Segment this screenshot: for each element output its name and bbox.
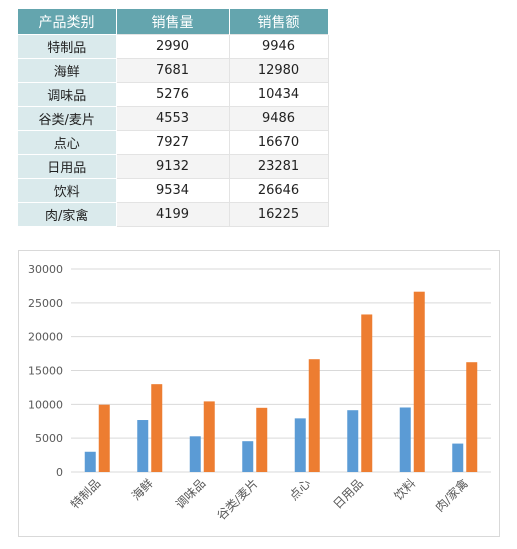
bar-series1-5: [347, 410, 359, 472]
sales-table: 产品类别 销售量 销售额 特制品 2990 9946 海鲜 7681 12980…: [17, 9, 329, 227]
bar-series2-6: [413, 291, 425, 472]
bar-series1-4: [294, 418, 306, 472]
category-cell[interactable]: 肉/家禽: [17, 202, 117, 227]
bar-series2-0: [98, 404, 110, 472]
bar-series2-2: [203, 401, 215, 472]
volume-cell[interactable]: 5276: [115, 82, 230, 107]
amount-cell[interactable]: 16670: [228, 130, 329, 155]
bar-series2-5: [361, 314, 373, 472]
bar-series1-7: [452, 443, 464, 472]
table-row: 调味品 5276 10434: [17, 82, 329, 107]
category-cell[interactable]: 饮料: [17, 178, 117, 203]
volume-cell[interactable]: 7927: [115, 130, 230, 155]
x-tick-label: 谷类/麦片: [214, 476, 261, 523]
x-tick-label: 调味品: [173, 476, 208, 511]
header-category[interactable]: 产品类别: [17, 9, 117, 35]
x-tick-label: 点心: [286, 476, 313, 503]
volume-cell[interactable]: 2990: [115, 34, 230, 59]
x-tick-label: 肉/家禽: [432, 476, 471, 515]
amount-cell[interactable]: 12980: [228, 58, 329, 83]
volume-cell[interactable]: 7681: [115, 58, 230, 83]
y-tick-label: 10000: [28, 398, 63, 411]
table-row: 点心 7927 16670: [17, 130, 329, 155]
header-volume[interactable]: 销售量: [116, 9, 230, 35]
y-tick-label: 25000: [28, 297, 63, 310]
bar-series1-0: [84, 451, 96, 472]
volume-cell[interactable]: 9534: [115, 178, 230, 203]
category-cell[interactable]: 谷类/麦片: [17, 106, 117, 131]
bar-series2-4: [308, 359, 320, 472]
volume-cell[interactable]: 4553: [115, 106, 230, 131]
table-row: 日用品 9132 23281: [17, 154, 329, 179]
amount-cell[interactable]: 26646: [228, 178, 329, 203]
table-header-row: 产品类别 销售量 销售额: [17, 9, 329, 35]
amount-cell[interactable]: 10434: [228, 82, 329, 107]
bar-series1-3: [242, 441, 254, 472]
amount-cell[interactable]: 9946: [228, 34, 329, 59]
x-tick-label: 日用品: [331, 476, 366, 511]
bar-chart: 0 5000 10000 15000 20000 25000 30000 特制品 海鲜 调味品 谷类…: [28, 263, 491, 523]
volume-cell[interactable]: 9132: [115, 154, 230, 179]
y-tick-label: 0: [56, 466, 63, 479]
table-row: 海鲜 7681 12980: [17, 58, 329, 83]
y-tick-label: 5000: [35, 432, 63, 445]
bar-series1-2: [189, 436, 201, 472]
bar-series2-3: [256, 407, 268, 472]
table-row: 谷类/麦片 4553 9486: [17, 106, 329, 131]
category-cell[interactable]: 调味品: [17, 82, 117, 107]
bar-series1-1: [137, 420, 149, 472]
bar-series2-1: [151, 384, 163, 472]
x-tick-label: 特制品: [67, 476, 103, 512]
table-row: 肉/家禽 4199 16225: [17, 202, 329, 227]
amount-cell[interactable]: 9486: [228, 106, 329, 131]
header-amount[interactable]: 销售额: [229, 9, 329, 35]
category-cell[interactable]: 点心: [17, 130, 117, 155]
bar-series2-7: [466, 362, 478, 472]
y-tick-label: 15000: [28, 365, 63, 378]
category-cell[interactable]: 海鲜: [17, 58, 117, 83]
x-tick-label: 饮料: [391, 476, 418, 503]
bar-series1-6: [399, 407, 411, 472]
category-cell[interactable]: 日用品: [17, 154, 117, 179]
x-tick-label: 海鲜: [128, 476, 156, 504]
chart-area[interactable]: 0 5000 10000 15000 20000 25000 30000 特制品 海鲜 调味品 谷类…: [18, 250, 500, 537]
table-row: 饮料 9534 26646: [17, 178, 329, 203]
amount-cell[interactable]: 23281: [228, 154, 329, 179]
amount-cell[interactable]: 16225: [228, 202, 329, 227]
category-cell[interactable]: 特制品: [17, 34, 117, 59]
volume-cell[interactable]: 4199: [115, 202, 230, 227]
y-tick-label: 20000: [28, 331, 63, 344]
table-row: 特制品 2990 9946: [17, 34, 329, 59]
y-tick-label: 30000: [28, 263, 63, 276]
